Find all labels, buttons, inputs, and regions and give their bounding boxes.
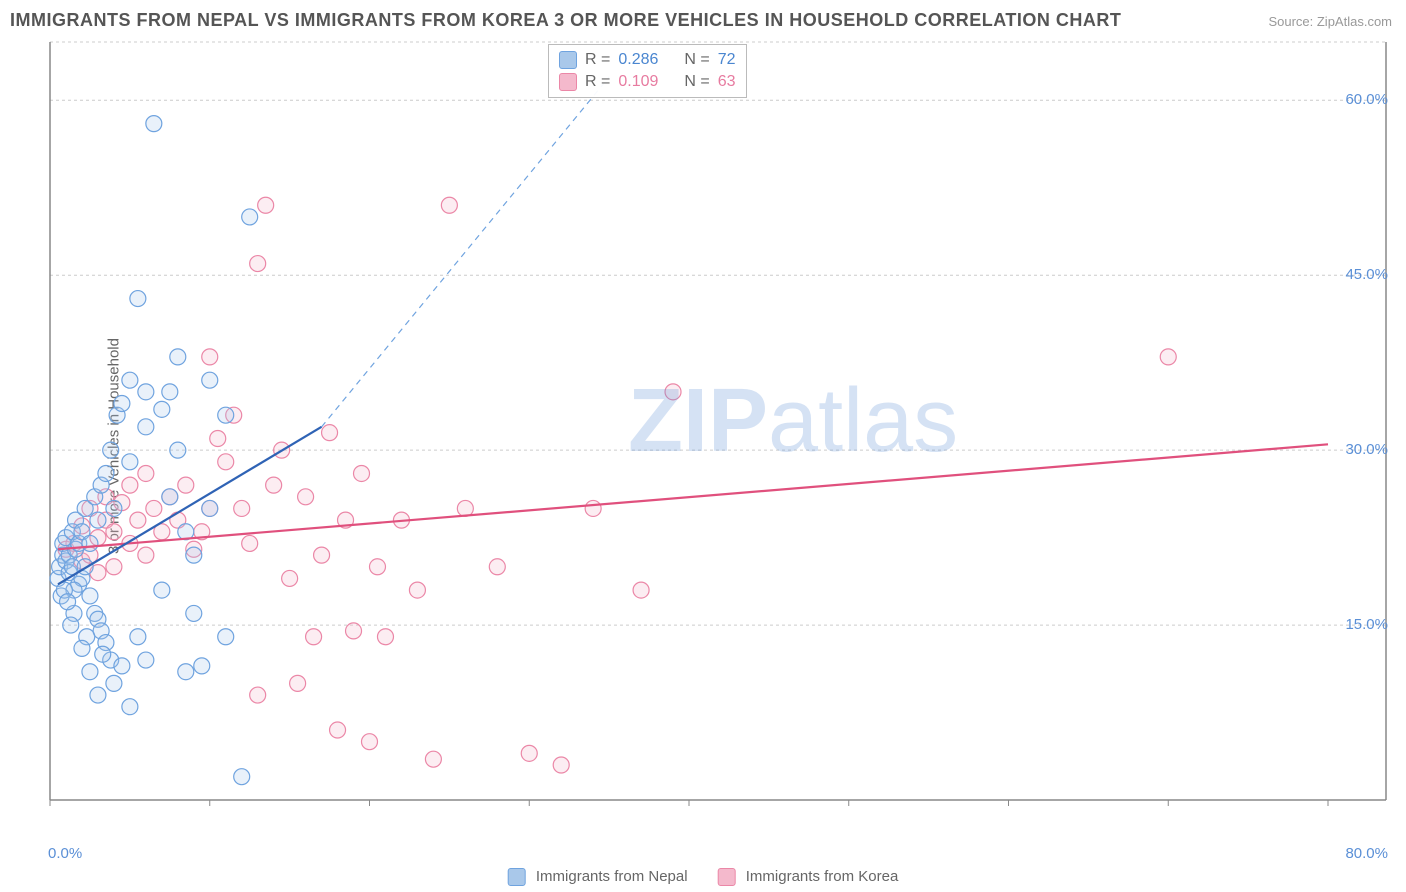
stats-legend: R = 0.286 N = 72 R = 0.109 N = 63 <box>548 44 747 98</box>
legend-bottom: Immigrants from Nepal Immigrants from Ko… <box>508 868 899 886</box>
stat-n-korea: 63 <box>718 73 736 91</box>
scatter-chart <box>48 40 1388 830</box>
swatch-korea <box>559 73 577 91</box>
chart-title: IMMIGRANTS FROM NEPAL VS IMMIGRANTS FROM… <box>10 10 1121 31</box>
stat-r-nepal: 0.286 <box>618 51 658 69</box>
y-tick-label: 15.0% <box>1345 616 1388 633</box>
x-axis-max-label: 80.0% <box>1345 845 1388 862</box>
y-tick-label: 60.0% <box>1345 91 1388 108</box>
stats-row-nepal: R = 0.286 N = 72 <box>559 49 736 71</box>
x-axis-origin-label: 0.0% <box>48 845 82 862</box>
stat-r-korea: 0.109 <box>618 73 658 91</box>
y-tick-label: 45.0% <box>1345 266 1388 283</box>
stat-r-label: R = <box>585 51 610 69</box>
legend-item-korea: Immigrants from Korea <box>718 868 899 886</box>
swatch-nepal <box>559 51 577 69</box>
stat-r-label2: R = <box>585 73 610 91</box>
stats-row-korea: R = 0.109 N = 63 <box>559 71 736 93</box>
stat-n-nepal: 72 <box>718 51 736 69</box>
swatch-korea-bottom <box>718 868 736 886</box>
y-tick-label: 30.0% <box>1345 441 1388 458</box>
legend-item-nepal: Immigrants from Nepal <box>508 868 688 886</box>
swatch-nepal-bottom <box>508 868 526 886</box>
source-attribution: Source: ZipAtlas.com <box>1268 14 1392 29</box>
plot-area: R = 0.286 N = 72 R = 0.109 N = 63 ZIPatl… <box>48 40 1388 830</box>
legend-label-korea: Immigrants from Korea <box>746 868 899 885</box>
legend-label-nepal: Immigrants from Nepal <box>536 868 688 885</box>
stat-n-label2: N = <box>684 73 709 91</box>
stat-n-label: N = <box>684 51 709 69</box>
